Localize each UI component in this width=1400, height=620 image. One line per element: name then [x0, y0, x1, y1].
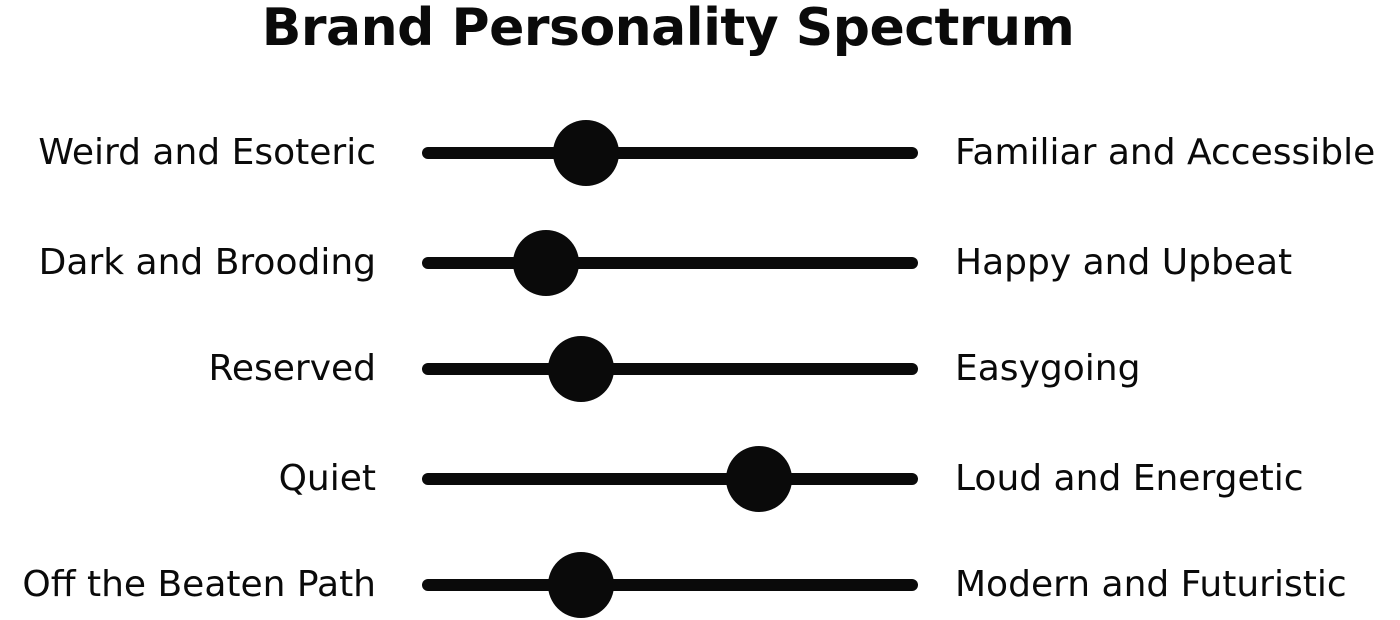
- slider-right-label: Modern and Futuristic: [955, 564, 1347, 605]
- slider-knob[interactable]: [547, 336, 614, 402]
- slider-left-label: Reserved: [208, 348, 376, 389]
- slider-row-quiet-loud: Quiet Loud and Energetic: [0, 444, 1400, 514]
- slider-knob[interactable]: [547, 552, 614, 618]
- slider-track[interactable]: [422, 363, 918, 375]
- slider-knob[interactable]: [726, 446, 793, 512]
- slider-left-label: Quiet: [278, 458, 376, 499]
- slider-row-offpath-modern: Off the Beaten Path Modern and Futuristi…: [0, 550, 1400, 620]
- slider-knob[interactable]: [552, 120, 619, 186]
- slider-left-label: Off the Beaten Path: [22, 564, 376, 605]
- page-title: Brand Personality Spectrum: [261, 0, 1075, 58]
- slider-left-label: Dark and Brooding: [38, 242, 376, 283]
- slider-right-label: Loud and Energetic: [955, 458, 1304, 499]
- slider-row-dark-happy: Dark and Brooding Happy and Upbeat: [0, 228, 1400, 298]
- slider-track[interactable]: [422, 473, 918, 485]
- slider-knob[interactable]: [513, 230, 579, 296]
- slider-left-label: Weird and Esoteric: [38, 132, 376, 173]
- slider-right-label: Easygoing: [955, 348, 1141, 389]
- slider-row-reserved-easygoing: Reserved Easygoing: [0, 334, 1400, 404]
- slider-track[interactable]: [422, 147, 918, 159]
- slider-track[interactable]: [422, 257, 918, 269]
- slider-right-label: Familiar and Accessible: [955, 132, 1376, 173]
- slider-right-label: Happy and Upbeat: [955, 242, 1293, 283]
- slider-track[interactable]: [422, 579, 918, 591]
- slider-row-weird-familiar: Weird and Esoteric Familiar and Accessib…: [0, 118, 1400, 188]
